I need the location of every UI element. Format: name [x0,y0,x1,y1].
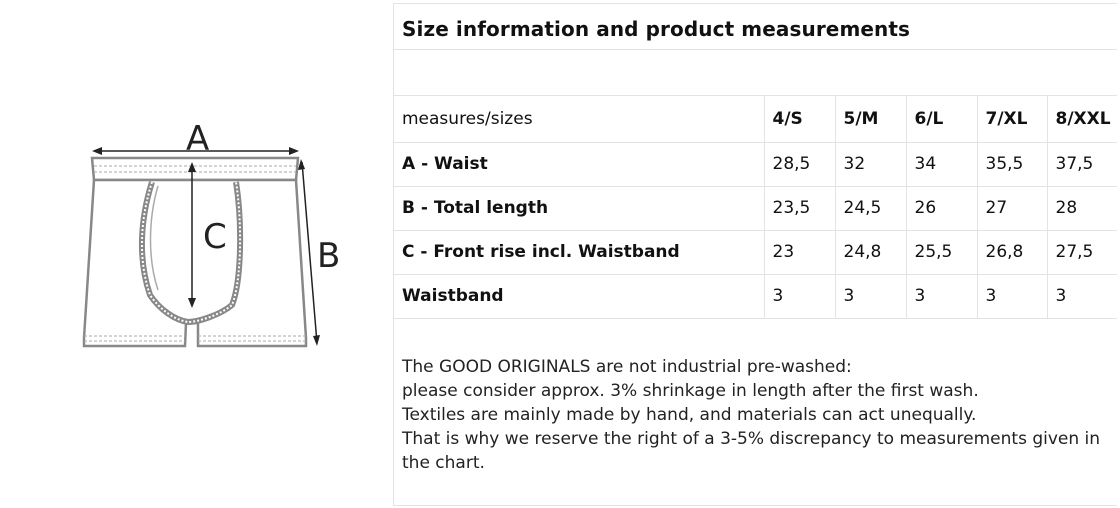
table-cell: 3 [1047,274,1117,319]
spacer-row [394,50,1117,96]
row-label: B - Total length [394,186,765,231]
table-cell: 3 [764,274,836,319]
table-cell: 37,5 [1047,142,1117,187]
note-line: please consider approx. 3% shrinkage in … [402,381,979,401]
table-cell: 28 [1047,186,1117,231]
care-notes: The GOOD ORIGINALS are not industrial pr… [402,355,1112,475]
table-cell: 27,5 [1047,230,1117,275]
table-cell: 32 [835,142,907,187]
table-cell: 3 [906,274,978,319]
table-row: Waistband 3 3 3 3 3 [394,274,1117,319]
row-label: Waistband [394,274,765,319]
size-header: 7/XL [977,96,1048,143]
dimension-label-a: A [186,119,209,159]
note-line: The GOOD ORIGINALS are not industrial pr… [402,357,852,377]
table-cell: 35,5 [977,142,1048,187]
row-label: C - Front rise incl. Waistband [394,230,765,275]
size-chart-panel: Size information and product measurement… [393,3,1117,506]
table-row: A - Waist 28,5 32 34 35,5 37,5 [394,142,1117,187]
page-title: Size information and product measurement… [394,3,1117,50]
table-cell: 3 [977,274,1048,319]
table-cell: 28,5 [764,142,836,187]
boxer-shorts-illustration: A C B [82,119,340,348]
size-header: 4/S [764,96,836,143]
table-cell: 27 [977,186,1048,231]
table-header-row: measures/sizes 4/S 5/M 6/L 7/XL 8/XXL [394,96,1117,143]
note-line: Textiles are mainly made by hand, and ma… [402,405,977,425]
dimension-label-b: B [317,236,340,276]
table-row: B - Total length 23,5 24,5 26 27 28 [394,186,1117,231]
size-header: 6/L [906,96,978,143]
table-cell: 26,8 [977,230,1048,275]
table-cell: 23 [764,230,836,275]
boxer-measurement-diagram: A C B [70,110,350,360]
header-label: measures/sizes [394,96,765,143]
table-cell: 24,5 [835,186,907,231]
size-header: 8/XXL [1047,96,1117,143]
table-cell: 25,5 [906,230,978,275]
row-label: A - Waist [394,142,765,187]
table-cell: 3 [835,274,907,319]
note-line: That is why we reserve the right of a 3-… [402,429,1101,473]
dimension-label-c: C [203,217,227,257]
size-table: measures/sizes 4/S 5/M 6/L 7/XL 8/XXL A … [394,96,1117,319]
table-row: C - Front rise incl. Waistband 23 24,8 2… [394,230,1117,275]
table-cell: 34 [906,142,978,187]
table-cell: 26 [906,186,978,231]
table-cell: 24,8 [835,230,907,275]
size-header: 5/M [835,96,907,143]
table-cell: 23,5 [764,186,836,231]
